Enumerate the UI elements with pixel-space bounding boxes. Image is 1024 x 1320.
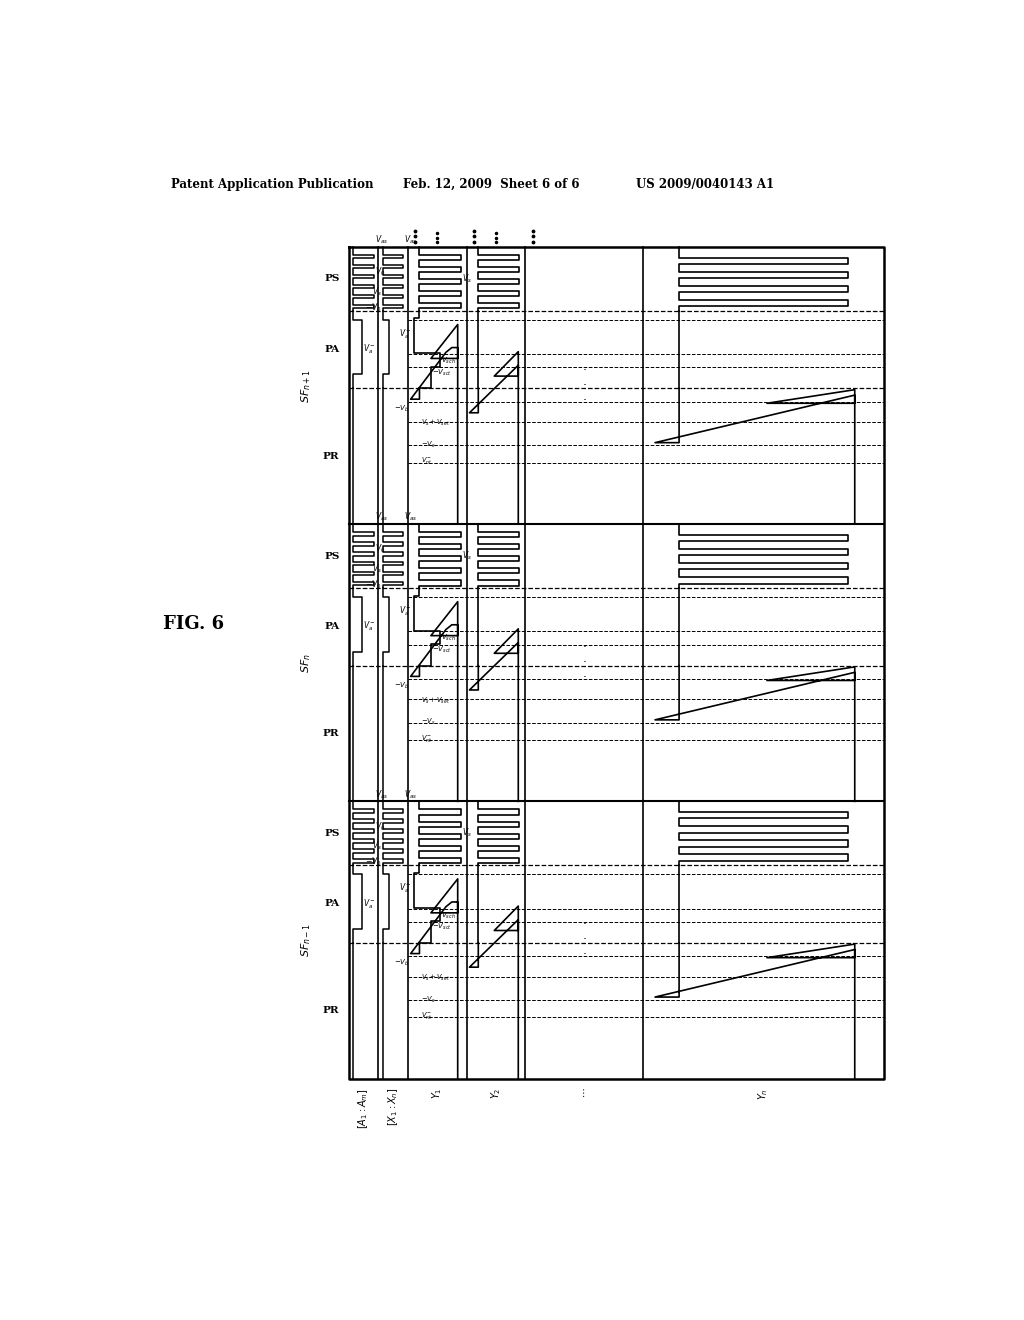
Text: $V_a^-$: $V_a^-$ — [399, 882, 412, 895]
Text: $V_{as}$: $V_{as}$ — [404, 511, 417, 524]
Text: Feb. 12, 2009  Sheet 6 of 6: Feb. 12, 2009 Sheet 6 of 6 — [403, 178, 580, 190]
Text: $V_s$: $V_s$ — [462, 272, 472, 285]
Text: $V_s$: $V_s$ — [372, 285, 382, 298]
Text: $V_a^-$: $V_a^-$ — [399, 327, 412, 341]
Text: PS: PS — [325, 552, 340, 561]
Text: ·
·
·: · · · — [583, 919, 586, 961]
Text: $V_s+V_{set}$: $V_s+V_{set}$ — [421, 973, 450, 983]
Text: $-V_0$: $-V_0$ — [366, 578, 382, 591]
Text: $V_a^-$: $V_a^-$ — [362, 620, 376, 634]
Text: $V_0$: $V_0$ — [375, 265, 385, 279]
Text: $V_{as}$: $V_{as}$ — [375, 511, 388, 524]
Text: $[X_1:X_n]$: $[X_1:X_n]$ — [386, 1088, 400, 1126]
Text: PA: PA — [325, 622, 340, 631]
Text: $V_a^-$: $V_a^-$ — [399, 605, 412, 618]
Text: $V_a^-$: $V_a^-$ — [362, 898, 376, 911]
Text: $V_0$: $V_0$ — [375, 543, 385, 556]
Text: PA: PA — [325, 899, 340, 908]
Text: $-V_{sct}$: $-V_{sct}$ — [432, 368, 452, 378]
Text: PR: PR — [323, 1006, 340, 1015]
Text: $V_{as}$: $V_{as}$ — [404, 234, 417, 246]
Text: $-V_{sct}$: $-V_{sct}$ — [432, 923, 452, 932]
Text: $Y_n$: $Y_n$ — [757, 1088, 770, 1100]
Text: ·
·
·: · · · — [583, 642, 586, 684]
Text: $V_{as}$: $V_{as}$ — [375, 788, 388, 800]
Text: PR: PR — [323, 729, 340, 738]
Text: $V_s$: $V_s$ — [462, 826, 472, 840]
Text: $V_s$: $V_s$ — [372, 562, 382, 576]
Text: PR: PR — [323, 451, 340, 461]
Text: $-V_{sct}$: $-V_{sct}$ — [432, 645, 452, 655]
Text: $[A_1:A_m]$: $[A_1:A_m]$ — [356, 1088, 371, 1129]
Text: Patent Application Publication: Patent Application Publication — [171, 178, 373, 190]
Text: $V_{nt}^-$: $V_{nt}^-$ — [421, 1011, 432, 1022]
Text: $-V_b$: $-V_b$ — [394, 958, 410, 968]
Text: $V_s+V_{set}$: $V_s+V_{set}$ — [421, 418, 450, 429]
Text: FIG. 6: FIG. 6 — [163, 615, 224, 634]
Text: $SF_{n+1}$: $SF_{n+1}$ — [299, 368, 313, 403]
Text: $Y_1$: $Y_1$ — [430, 1088, 444, 1100]
Text: $-V_s$: $-V_s$ — [421, 440, 435, 450]
Text: $V_a^-$: $V_a^-$ — [362, 343, 376, 356]
Text: $V_{as}$: $V_{as}$ — [404, 788, 417, 800]
Text: $V_{sch}$: $V_{sch}$ — [440, 356, 456, 366]
Text: $SF_n$: $SF_n$ — [299, 653, 313, 673]
Text: $-V_0$: $-V_0$ — [366, 855, 382, 869]
Text: $Y_2$: $Y_2$ — [489, 1088, 503, 1100]
Text: $-V_0$: $-V_0$ — [366, 301, 382, 314]
Text: US 2009/0040143 A1: US 2009/0040143 A1 — [636, 178, 774, 190]
Text: $V_s+V_{set}$: $V_s+V_{set}$ — [421, 696, 450, 706]
Text: $-V_b$: $-V_b$ — [394, 681, 410, 690]
Text: $V_{nt}^-$: $V_{nt}^-$ — [421, 734, 432, 744]
Text: $V_{nt}^-$: $V_{nt}^-$ — [421, 457, 432, 467]
Text: $-V_s$: $-V_s$ — [421, 717, 435, 727]
Text: PS: PS — [325, 275, 340, 284]
Text: $V_{as}$: $V_{as}$ — [375, 234, 388, 246]
Text: $V_{sch}$: $V_{sch}$ — [440, 911, 456, 920]
Text: $V_{sch}$: $V_{sch}$ — [440, 634, 456, 643]
Text: ·
·
·: · · · — [583, 364, 586, 407]
Text: $V_s$: $V_s$ — [372, 840, 382, 853]
Text: PS: PS — [325, 829, 340, 838]
Text: $V_0$: $V_0$ — [375, 820, 385, 833]
Text: $-V_b$: $-V_b$ — [394, 404, 410, 413]
Text: $V_s$: $V_s$ — [462, 549, 472, 562]
Text: $\cdots$: $\cdots$ — [580, 1088, 589, 1098]
Text: $-V_s$: $-V_s$ — [421, 994, 435, 1005]
Text: PA: PA — [325, 345, 340, 354]
Text: $SF_{n-1}$: $SF_{n-1}$ — [299, 923, 313, 957]
